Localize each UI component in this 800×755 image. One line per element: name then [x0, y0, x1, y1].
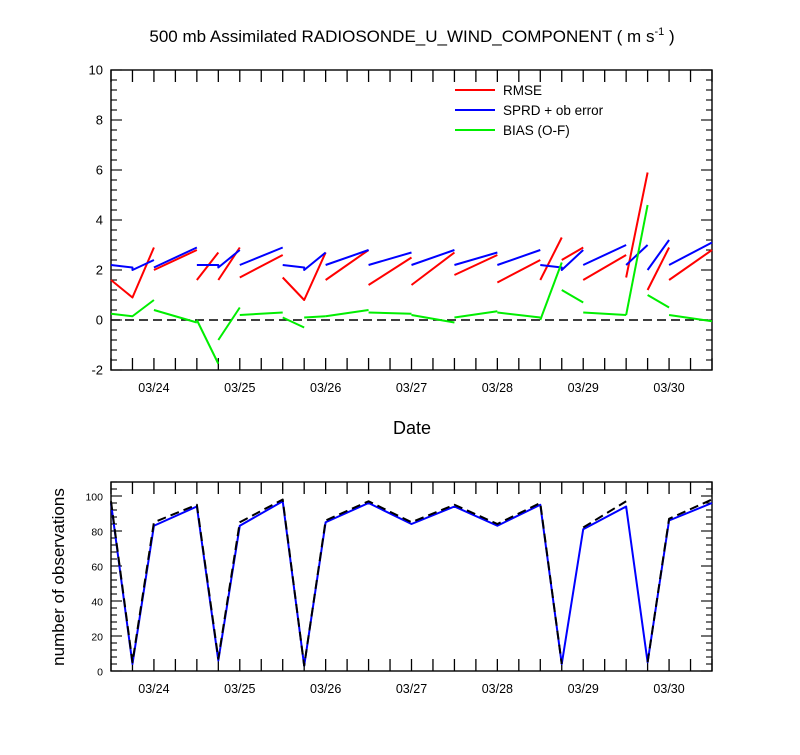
series-line	[325, 249, 370, 281]
series-line	[411, 314, 455, 324]
series-line	[582, 254, 627, 281]
top-series-bias-o-f	[110, 204, 713, 365]
series-line	[195, 319, 220, 365]
top-xtick-label: 03/30	[653, 381, 684, 395]
bottom-xtick-label: 03/27	[396, 682, 427, 696]
series-line	[368, 256, 413, 286]
bottom-ytick-label: 20	[91, 632, 103, 644]
series-line	[196, 249, 241, 269]
bottom-ytick-label: 100	[85, 492, 103, 504]
legend-label: SPRD + ob error	[503, 103, 604, 118]
top-xtick-label: 03/27	[396, 381, 427, 395]
bottom-ytick-label: 80	[91, 527, 103, 539]
series-line	[647, 294, 670, 309]
series-line	[454, 254, 498, 276]
series-line	[497, 311, 541, 319]
series-line	[282, 316, 305, 329]
top-plot: 03/24 03/25 03/26 03/27 03/28 03/29 03/30 10 8 6 4…	[89, 63, 713, 395]
top-ytick-label: -2	[91, 363, 103, 378]
bottom-y-axis-label: number of observations	[49, 488, 68, 666]
top-frame	[110, 69, 713, 371]
top-x-axis-label: Date	[393, 418, 431, 438]
top-ytick-label: 10	[89, 63, 103, 78]
bottom-xtick-label: 03/30	[653, 682, 684, 696]
top-ytick-label: 4	[96, 213, 103, 228]
series-line	[304, 315, 326, 319]
top-ytick-label: 6	[96, 163, 103, 178]
bottom-ytick-label: 60	[91, 562, 103, 574]
series-line	[454, 310, 498, 319]
series-line	[561, 246, 584, 261]
chart-title: 500 mb Assimilated RADIOSONDE_U_WIND_COM…	[149, 26, 674, 46]
legend-label: BIAS (O-F)	[503, 123, 570, 138]
series-line	[625, 172, 649, 278]
series-line	[582, 500, 627, 529]
top-series-sprd-ob-error	[110, 239, 713, 271]
series-line	[153, 309, 198, 324]
top-xtick-label: 03/29	[568, 381, 599, 395]
top-xtick-label: 03/28	[482, 381, 513, 395]
series-line	[646, 498, 713, 663]
series-line	[668, 241, 713, 266]
series-line	[646, 247, 670, 291]
series-line	[217, 306, 241, 341]
bottom-xtick-label: 03/29	[568, 682, 599, 696]
series-line	[368, 251, 412, 266]
series-line	[646, 239, 670, 271]
series-line	[196, 251, 220, 281]
series-line	[325, 249, 369, 266]
series-line	[411, 249, 455, 266]
series-line	[110, 247, 155, 299]
series-line	[496, 259, 541, 284]
series-line	[325, 309, 369, 318]
series-line	[497, 249, 541, 266]
legend-label: RMSE	[503, 83, 542, 98]
series-line	[153, 249, 198, 271]
series-line	[561, 289, 584, 304]
series-line	[539, 237, 563, 281]
series-line	[540, 249, 584, 271]
bottom-xtick-label: 03/24	[138, 682, 169, 696]
series-line	[410, 251, 456, 286]
series-line	[110, 299, 155, 318]
top-xtick-label: 03/24	[138, 381, 169, 395]
bottom-xtick-label: 03/28	[482, 682, 513, 696]
series-line	[239, 311, 283, 316]
legend: RMSE SPRD + ob error BIAS (O-F)	[455, 83, 604, 138]
top-xtick-label: 03/26	[310, 381, 341, 395]
top-ytick-label: 8	[96, 113, 103, 128]
series-line	[110, 259, 155, 271]
bottom-series-assimilated	[110, 500, 713, 667]
series-line	[282, 251, 327, 271]
top-ytick-label: 0	[96, 313, 103, 328]
series-line	[539, 262, 563, 321]
series-line	[153, 246, 198, 269]
bottom-ytick-label: 0	[97, 667, 103, 679]
series-line	[583, 311, 627, 316]
bottom-xtick-label: 03/26	[310, 682, 341, 696]
top-xtick-label: 03/25	[224, 381, 255, 395]
series-line	[668, 249, 713, 281]
series-line	[239, 246, 284, 266]
series-line	[625, 204, 649, 316]
top-series-rmse	[110, 172, 713, 301]
bottom-series-total	[110, 498, 713, 667]
bottom-xtick-label: 03/25	[224, 682, 255, 696]
series-line	[281, 252, 327, 301]
series-line	[668, 314, 713, 323]
bottom-frame	[110, 481, 713, 672]
series-line	[454, 251, 498, 266]
series-line	[368, 311, 412, 315]
bottom-ytick-label: 40	[91, 597, 103, 609]
top-ytick-label: 2	[96, 263, 103, 278]
series-line	[110, 498, 563, 667]
bottom-plot: 03/24 03/25 03/26 03/27 03/28 03/29 03/30 100 80…	[85, 481, 713, 696]
series-line	[582, 244, 627, 266]
series-line	[239, 254, 284, 279]
series-line	[110, 500, 713, 667]
